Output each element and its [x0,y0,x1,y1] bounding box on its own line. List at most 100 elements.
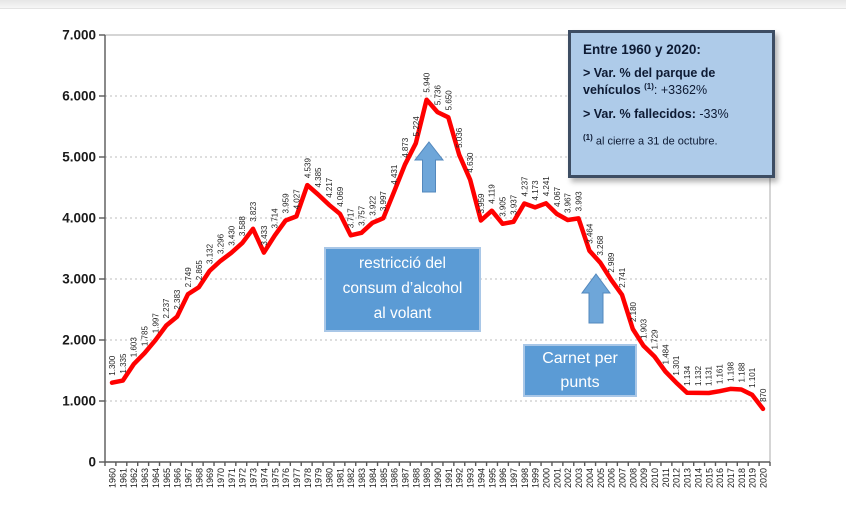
svg-text:1995: 1995 [487,468,497,488]
svg-text:5.736: 5.736 [434,85,443,106]
svg-text:2015: 2015 [704,468,714,488]
svg-text:5.036: 5.036 [455,127,464,148]
svg-text:3.000: 3.000 [62,272,96,287]
svg-text:2.989: 2.989 [607,252,616,273]
svg-text:3.588: 3.588 [238,216,247,237]
svg-text:1981: 1981 [335,468,345,488]
svg-text:1988: 1988 [411,468,421,488]
svg-text:4.067: 4.067 [553,186,562,207]
alcohol-restriction-label: restricció del consum d’alcohol al volan… [342,255,463,322]
svg-text:2.749: 2.749 [184,267,193,288]
svg-text:3.132: 3.132 [206,243,215,264]
svg-text:1966: 1966 [173,468,183,488]
svg-text:4.539: 4.539 [303,158,312,179]
svg-text:1.000: 1.000 [62,394,96,409]
svg-text:1970: 1970 [216,468,226,488]
svg-text:3.967: 3.967 [564,192,573,213]
svg-text:3.757: 3.757 [358,205,367,226]
svg-text:1987: 1987 [400,468,410,488]
svg-text:1979: 1979 [314,468,324,488]
svg-text:5.224: 5.224 [412,116,421,137]
svg-text:4.173: 4.173 [531,180,540,201]
svg-text:3.296: 3.296 [217,233,226,254]
svg-text:2008: 2008 [628,468,638,488]
svg-text:3.993: 3.993 [575,191,584,212]
svg-text:1960: 1960 [108,468,118,488]
svg-text:1976: 1976 [281,468,291,488]
svg-text:1969: 1969 [205,468,215,488]
svg-text:1978: 1978 [303,468,313,488]
svg-text:1986: 1986 [390,468,400,488]
svg-text:4.431: 4.431 [390,164,399,185]
summary-deaths-value: -33% [695,107,729,122]
svg-text:1961: 1961 [118,468,128,488]
svg-text:3.268: 3.268 [596,235,605,256]
svg-text:1977: 1977 [292,468,302,488]
svg-text:1.301: 1.301 [672,355,681,376]
svg-text:2004: 2004 [585,468,595,488]
y-axis-labels: 0 1.000 2.000 3.000 4.000 5.000 6.000 7.000 [62,28,96,470]
svg-text:1962: 1962 [129,468,139,488]
svg-text:5.000: 5.000 [62,150,96,165]
svg-text:2.383: 2.383 [173,289,182,310]
svg-text:1983: 1983 [357,468,367,488]
svg-text:1.729: 1.729 [651,329,660,350]
svg-text:870: 870 [759,388,768,402]
svg-text:3.464: 3.464 [585,223,594,244]
svg-text:1994: 1994 [476,468,486,488]
svg-text:1996: 1996 [498,468,508,488]
svg-text:1.603: 1.603 [130,337,139,358]
summary-vehicles-footnote-mark: (1) [644,81,654,91]
svg-text:1.198: 1.198 [726,361,735,382]
svg-text:2014: 2014 [693,468,703,488]
summary-box: Entre 1960 y 2020: > Var. % del parque d… [568,30,775,178]
svg-text:4.385: 4.385 [314,167,323,188]
svg-text:3.717: 3.717 [347,208,356,229]
svg-text:1.134: 1.134 [683,365,692,386]
svg-text:3.959: 3.959 [477,193,486,214]
svg-text:6.000: 6.000 [62,89,96,104]
svg-text:1967: 1967 [183,468,193,488]
svg-text:1.101: 1.101 [748,367,757,388]
svg-text:1.484: 1.484 [661,344,670,365]
svg-text:1985: 1985 [379,468,389,488]
svg-text:2000: 2000 [542,468,552,488]
summary-title: Entre 1960 y 2020: [583,42,701,57]
svg-text:1.997: 1.997 [151,313,160,334]
svg-text:3.922: 3.922 [368,195,377,216]
svg-text:1.132: 1.132 [694,365,703,386]
axes [99,34,771,466]
summary-footnote-mark: (1) [583,133,593,143]
svg-text:3.430: 3.430 [227,225,236,246]
svg-text:2016: 2016 [715,468,725,488]
gridlines [105,95,770,402]
points-licence-callout: Carnet per punts [523,344,637,397]
svg-text:1990: 1990 [433,468,443,488]
svg-text:4.000: 4.000 [62,211,96,226]
svg-text:4.027: 4.027 [292,189,301,210]
summary-vehicles-value: : +3362% [653,82,708,97]
svg-text:4.119: 4.119 [488,184,497,204]
svg-text:2006: 2006 [607,468,617,488]
svg-text:1992: 1992 [455,468,465,488]
svg-text:2.180: 2.180 [629,301,638,322]
svg-text:1972: 1972 [238,468,248,488]
fatalities-series-line [109,97,766,412]
svg-text:2.865: 2.865 [195,260,204,281]
summary-deaths-line: > Var. % fallecidos: -33% [583,107,760,123]
svg-text:3.433: 3.433 [260,225,269,246]
svg-text:1993: 1993 [466,468,476,488]
up-arrow-alcohol [413,141,445,193]
svg-text:2002: 2002 [563,468,573,488]
window-top-strip [0,0,846,9]
svg-text:2010: 2010 [650,468,660,488]
svg-text:1.335: 1.335 [119,353,128,374]
svg-text:1968: 1968 [194,468,204,488]
svg-text:5.940: 5.940 [423,72,432,93]
summary-deaths-text: > Var. % fallecidos: [583,107,696,122]
svg-text:1998: 1998 [520,468,530,488]
alcohol-restriction-callout: restricció del consum d’alcohol al volan… [324,247,481,332]
summary-footnote-text: al cierre a 31 de octubre. [592,135,718,148]
